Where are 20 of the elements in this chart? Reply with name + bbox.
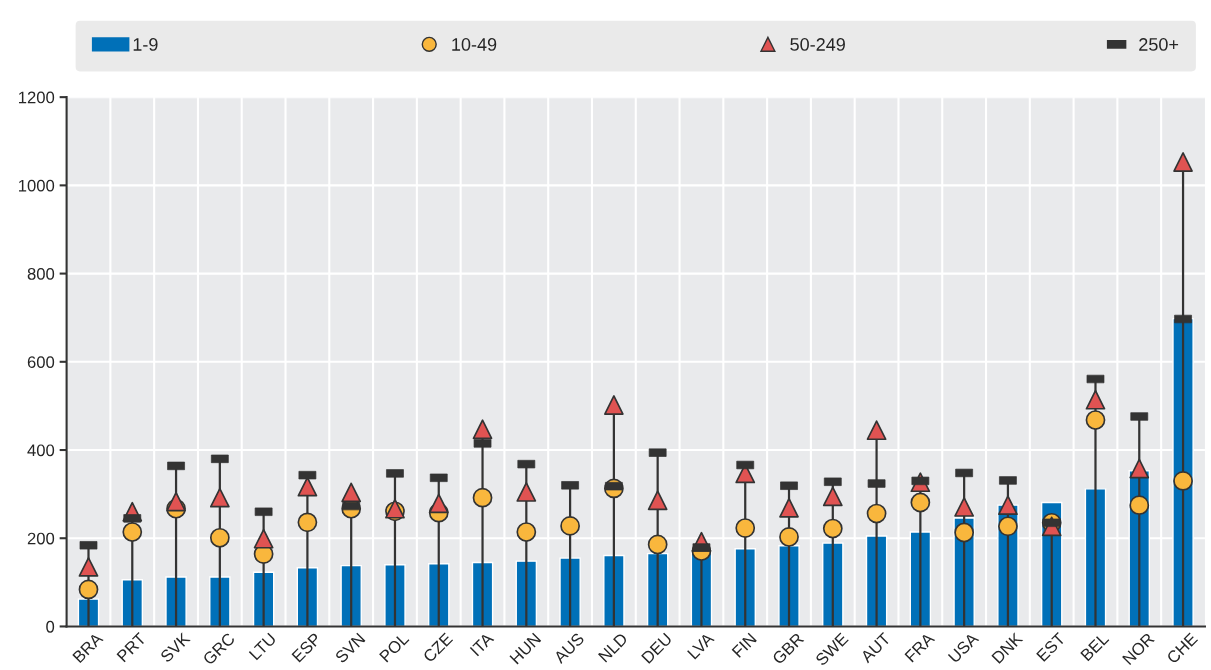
x-tick-label: POL <box>378 632 410 663</box>
x-tick-label: FRA <box>904 631 936 663</box>
y-tick-label: 1200 <box>19 91 55 104</box>
y-tick-label: 800 <box>27 267 55 280</box>
x-tick-label: LVA <box>687 631 715 660</box>
y-tick-label: 200 <box>27 532 55 545</box>
legend-label: 1-9 <box>133 38 158 51</box>
y-tick-label: 400 <box>27 444 55 457</box>
x-tick-label: LTU <box>248 632 277 661</box>
x-tick-label: BRA <box>72 631 104 664</box>
y-tick-label: 1000 <box>19 179 55 192</box>
x-tick-label: USA <box>947 631 980 664</box>
x-tick-label: FIN <box>731 632 757 658</box>
x-tick-label: BEL <box>1080 632 1110 662</box>
y-tick-label: 600 <box>27 356 55 368</box>
y-tick-label: 0 <box>46 620 55 633</box>
legend-label: 10-49 <box>452 38 497 51</box>
legend-label: 50-249 <box>790 38 845 51</box>
x-tick-label: ITA <box>469 631 495 657</box>
legend-label: 250+ <box>1139 38 1179 51</box>
